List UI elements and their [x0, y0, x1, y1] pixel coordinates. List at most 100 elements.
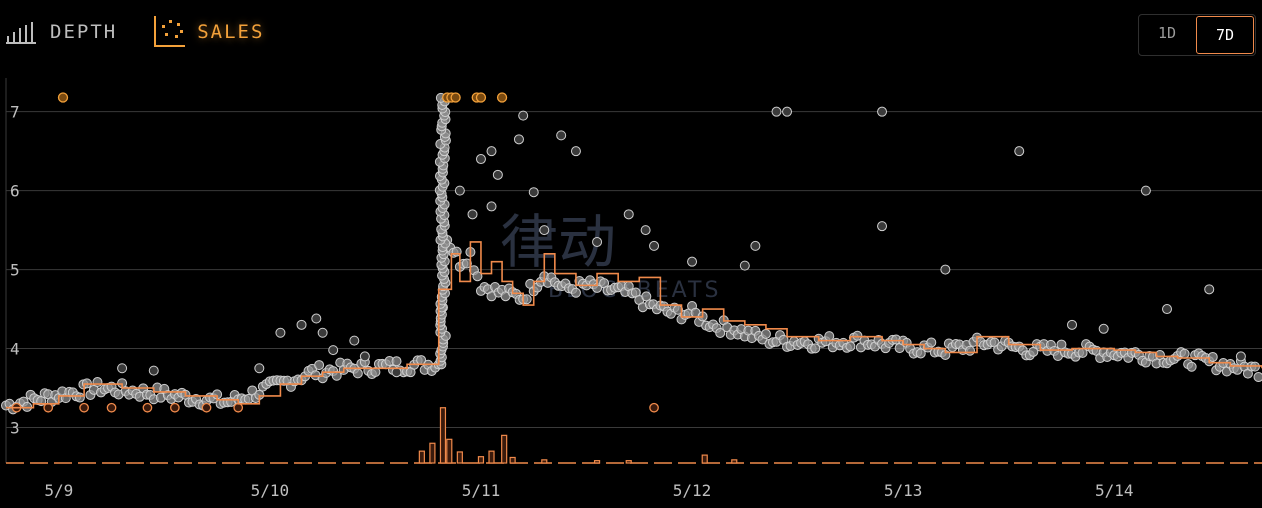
- sale-dot: [824, 331, 835, 342]
- volume-bar: [501, 434, 508, 464]
- sale-dot: [1098, 323, 1109, 334]
- sale-dot: [254, 363, 265, 374]
- sale-dot-highlight: [496, 92, 508, 103]
- sale-dot-accent: [649, 402, 659, 413]
- sale-dot: [852, 330, 863, 341]
- sale-dot: [750, 240, 761, 251]
- sale-dot: [1207, 351, 1218, 362]
- sale-dot-highlight: [57, 92, 69, 103]
- volume-bar: [701, 454, 708, 464]
- volume-bar: [477, 456, 485, 464]
- sales-dots-spike: [434, 92, 451, 370]
- sale-dot: [359, 351, 370, 362]
- sale-dot: [352, 368, 363, 379]
- sale-dot: [570, 146, 581, 157]
- sale-dot: [877, 106, 888, 117]
- sale-dot: [1204, 284, 1215, 295]
- tab-sales-label: SALES: [197, 21, 265, 43]
- volume-bar: [456, 451, 463, 464]
- sale-dot: [317, 327, 328, 338]
- chart-tabs: DEPTH SALES: [6, 16, 264, 48]
- sale-dot: [687, 256, 698, 267]
- sale-dot: [391, 356, 402, 367]
- sale-dot: [715, 327, 726, 338]
- sales-dots-outliers: [117, 106, 1246, 378]
- sale-dot-highlight: [475, 92, 487, 103]
- tab-sales[interactable]: SALES: [153, 16, 264, 48]
- x-tick-label: 5/9: [44, 481, 73, 500]
- volume-bar: [731, 459, 738, 464]
- sale-dot: [1179, 348, 1190, 359]
- sale-dot: [528, 187, 539, 198]
- volume-bars: [418, 407, 738, 464]
- sale-dot: [275, 327, 286, 338]
- x-tick-label: 5/10: [251, 481, 290, 500]
- sale-dot: [486, 146, 497, 157]
- sale-dot: [1140, 185, 1151, 196]
- sales-dots-accent: [11, 402, 659, 413]
- sale-dot: [492, 169, 503, 180]
- sale-dot: [518, 110, 529, 121]
- sale-dot: [782, 106, 793, 117]
- sale-dot: [1014, 146, 1025, 157]
- sale-dot: [311, 313, 322, 324]
- sales-dots-highlighted: [57, 92, 508, 103]
- tab-depth-label: DEPTH: [50, 21, 118, 43]
- sale-dot: [556, 130, 567, 141]
- sale-dot: [486, 201, 497, 212]
- sale-dot: [964, 345, 975, 356]
- sale-dot: [539, 225, 550, 236]
- sale-dot: [454, 185, 465, 196]
- y-tick-label: 6: [10, 182, 20, 201]
- sale-dot-accent: [201, 402, 212, 413]
- range-7d-button[interactable]: 7D: [1196, 16, 1254, 54]
- y-tick-label: 7: [10, 103, 20, 122]
- sale-dot: [1186, 361, 1197, 372]
- volume-bar: [429, 442, 436, 464]
- sale-dot: [877, 221, 888, 232]
- sale-dot: [314, 360, 325, 371]
- sale-dot: [1235, 351, 1246, 362]
- volume-bar: [625, 460, 632, 464]
- y-tick-label: 4: [10, 340, 20, 359]
- x-tick-label: 5/12: [673, 481, 712, 500]
- sale-dot: [771, 106, 782, 117]
- sale-dot-accent: [170, 402, 180, 413]
- sale-dot: [940, 264, 951, 275]
- sales-dots-band: [1, 235, 1262, 415]
- y-tick-label: 5: [10, 261, 20, 280]
- sale-dot: [915, 348, 926, 359]
- sale-dot-highlight: [450, 92, 461, 103]
- volume-bar: [446, 438, 453, 464]
- range-1d-button[interactable]: 1D: [1157, 24, 1177, 42]
- sale-dot: [926, 337, 937, 348]
- sale-dot-accent: [106, 402, 117, 413]
- sale-dot: [467, 209, 478, 220]
- sale-dot: [1253, 372, 1262, 383]
- time-range-selector: 1D 7D: [1138, 14, 1256, 56]
- y-tick-label: 3: [10, 418, 20, 437]
- x-tick-label: 5/14: [1095, 481, 1134, 500]
- sale-dot: [475, 154, 486, 165]
- sale-dot: [296, 319, 307, 330]
- sale-dot: [461, 258, 472, 269]
- sale-dot: [623, 209, 634, 220]
- volume-bar: [541, 459, 548, 464]
- sale-dot: [22, 401, 33, 412]
- sale-dot: [760, 328, 771, 339]
- sale-dot: [117, 363, 128, 374]
- volume-bar: [439, 407, 447, 464]
- sale-dot: [845, 341, 856, 352]
- volume-bar: [418, 450, 425, 464]
- sale-dot: [592, 236, 603, 247]
- volume-bar: [593, 460, 601, 464]
- sale-dot: [92, 377, 103, 388]
- sale-dot-accent: [142, 402, 153, 413]
- scatter-icon: [154, 16, 186, 47]
- sale-dot: [148, 365, 159, 376]
- sale-dot: [739, 260, 750, 271]
- sale-dot: [331, 370, 342, 381]
- x-tick-label: 5/13: [884, 481, 923, 500]
- tab-depth[interactable]: DEPTH: [6, 20, 117, 44]
